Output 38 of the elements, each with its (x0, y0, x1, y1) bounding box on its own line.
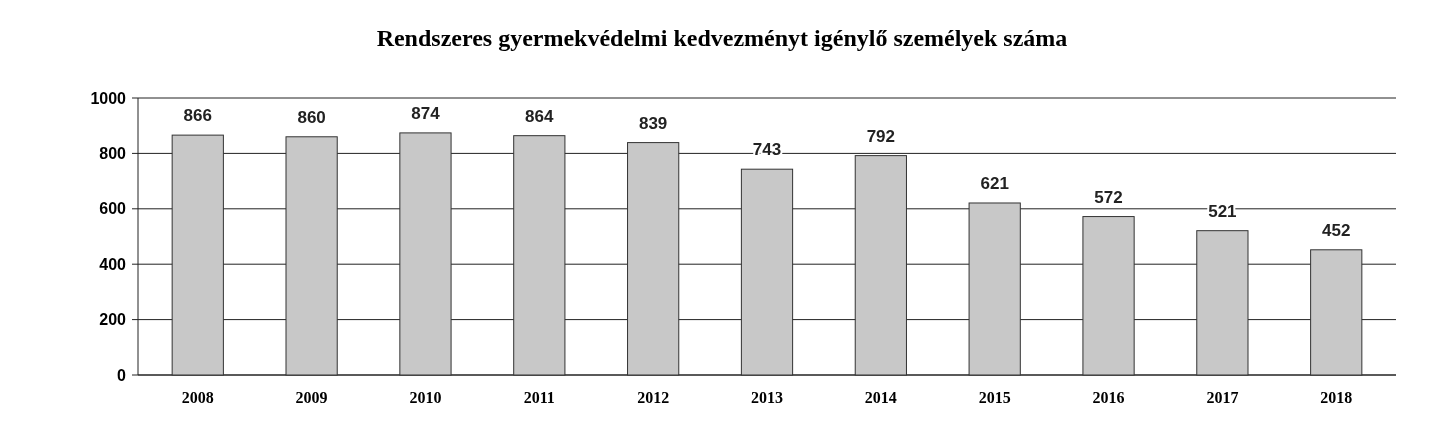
chart-title: Rendszeres gyermekvédelmi kedvezményt igénylő személyek száma (376, 25, 1068, 51)
data-label: 572 (1094, 187, 1123, 207)
y-tick-label: 600 (99, 200, 127, 218)
bar (740, 168, 794, 376)
x-tick-label: 2010 (409, 389, 442, 406)
x-tick-label: 2008 (181, 389, 214, 406)
x-tick-label: 2014 (864, 389, 897, 406)
data-label: 839 (638, 113, 668, 133)
x-tick-label: 2015 (978, 389, 1011, 406)
y-tick-label: 1000 (90, 89, 127, 107)
data-label: 621 (980, 173, 1009, 193)
bar (171, 134, 224, 376)
bar (285, 136, 338, 376)
x-tick-label: 2013 (751, 389, 783, 406)
x-tick-label: 2011 (523, 389, 555, 406)
y-tick-label: 0 (117, 366, 127, 384)
data-label: 866 (183, 106, 212, 126)
bar (1196, 230, 1249, 376)
bar (1310, 249, 1363, 376)
y-tick-label: 200 (99, 311, 127, 329)
data-label: 792 (866, 126, 896, 146)
bar (854, 155, 907, 376)
data-label: 874 (411, 103, 441, 123)
data-label: 864 (525, 106, 555, 126)
x-tick-label: 2009 (295, 389, 328, 406)
bar (1082, 216, 1135, 376)
x-tick-label: 2017 (1206, 389, 1239, 406)
x-tick-label: 2016 (1092, 389, 1125, 406)
x-tick-label: 2012 (637, 389, 670, 406)
y-tick-label: 800 (99, 145, 127, 162)
bar (968, 202, 1021, 376)
bar (399, 132, 452, 376)
data-label: 860 (297, 107, 326, 127)
y-tick-label: 400 (99, 255, 127, 273)
x-tick-label: 2018 (1320, 389, 1353, 406)
data-label: 452 (1322, 220, 1351, 240)
bar (627, 142, 680, 376)
bar (513, 135, 566, 376)
